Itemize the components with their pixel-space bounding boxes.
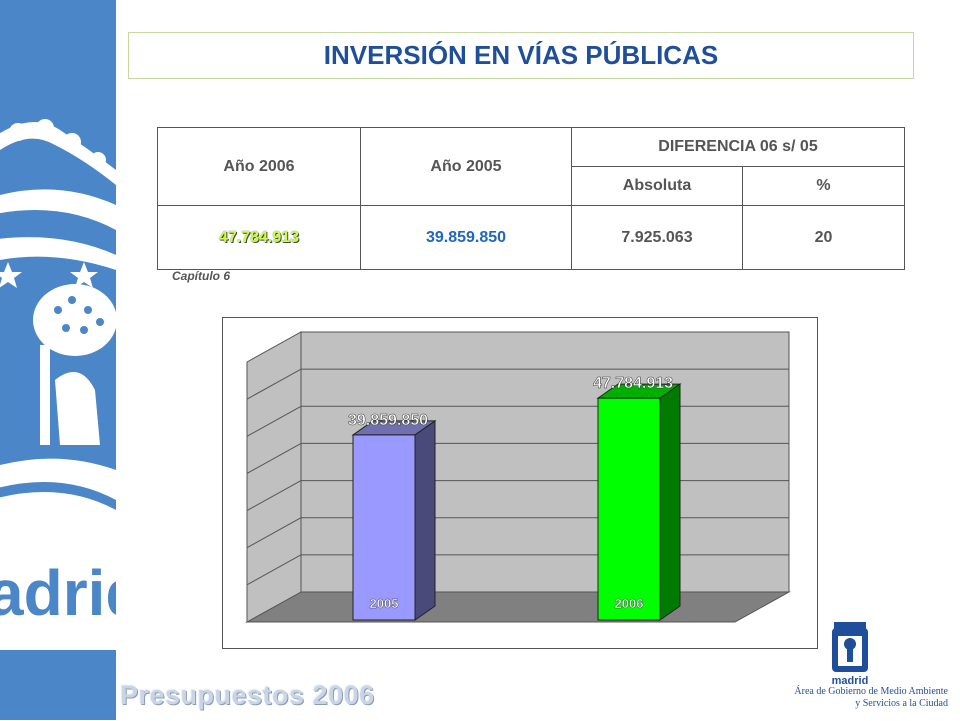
header-2005: Año 2005 (360, 127, 572, 206)
gridline-side (246, 480, 302, 512)
logo-line-2: y Servicios a la Ciudad (855, 698, 948, 709)
header-percent: % (742, 166, 905, 206)
gridline-side (246, 554, 302, 586)
header-absolute: Absoluta (571, 166, 743, 206)
cell-value-2005: 39.859.850 (360, 205, 572, 270)
header-difference: DIFERENCIA 06 s/ 05 (571, 127, 905, 167)
bar-category-label: 2006 (615, 596, 644, 611)
bar-2006 (597, 397, 661, 621)
bar-side-2006 (659, 383, 681, 621)
chart-svg: 2005 39.859.850 2006 47.784.913 (245, 331, 791, 623)
gridline-side (246, 517, 302, 549)
bar-data-label: 39.859.850 (348, 412, 428, 429)
madrid-logo: madrid (820, 620, 950, 716)
investment-table: Año 2006 Año 2005 DIFERENCIA 06 s/ 05 Ab… (157, 127, 905, 270)
gridline-side (246, 368, 302, 400)
bar-chart: 2005 39.859.850 2006 47.784.913 (222, 317, 818, 649)
page-title: INVERSIÓN EN VÍAS PÚBLICAS (323, 40, 719, 70)
logo-caption: Área de Gobierno de Medio Ambiente y Ser… (758, 686, 948, 710)
logo-line-1: Área de Gobierno de Medio Ambiente (794, 686, 948, 697)
chart-floor (245, 591, 791, 623)
chart-side-wall (246, 331, 302, 623)
cell-absolute: 7.925.063 (571, 205, 743, 270)
footer-title: Presupuestos 2006 (120, 680, 375, 710)
cell-percent: 20 (742, 205, 905, 270)
bar-2005 (352, 434, 416, 621)
caption: Capítulo 6 (172, 269, 231, 283)
sidebar-text: adrid (0, 557, 116, 629)
bar-data-label: 47.784.913 (593, 375, 673, 392)
title-box: INVERSIÓN EN VÍAS PÚBLICAS (128, 32, 914, 79)
cell-value-2006: 47.784.913 (157, 205, 361, 270)
madrid-coat-of-arms-icon: adrid (0, 119, 116, 650)
gridline-side (246, 405, 302, 437)
header-2006: Año 2006 (157, 127, 361, 206)
gridline-side (246, 442, 302, 474)
logo-name: madrid (832, 675, 869, 687)
sidebar-banner: adrid (0, 0, 116, 720)
madrid-shield-icon: madrid (832, 622, 869, 687)
bar-side-2005 (414, 419, 436, 621)
bar-category-label: 2005 (370, 596, 399, 611)
